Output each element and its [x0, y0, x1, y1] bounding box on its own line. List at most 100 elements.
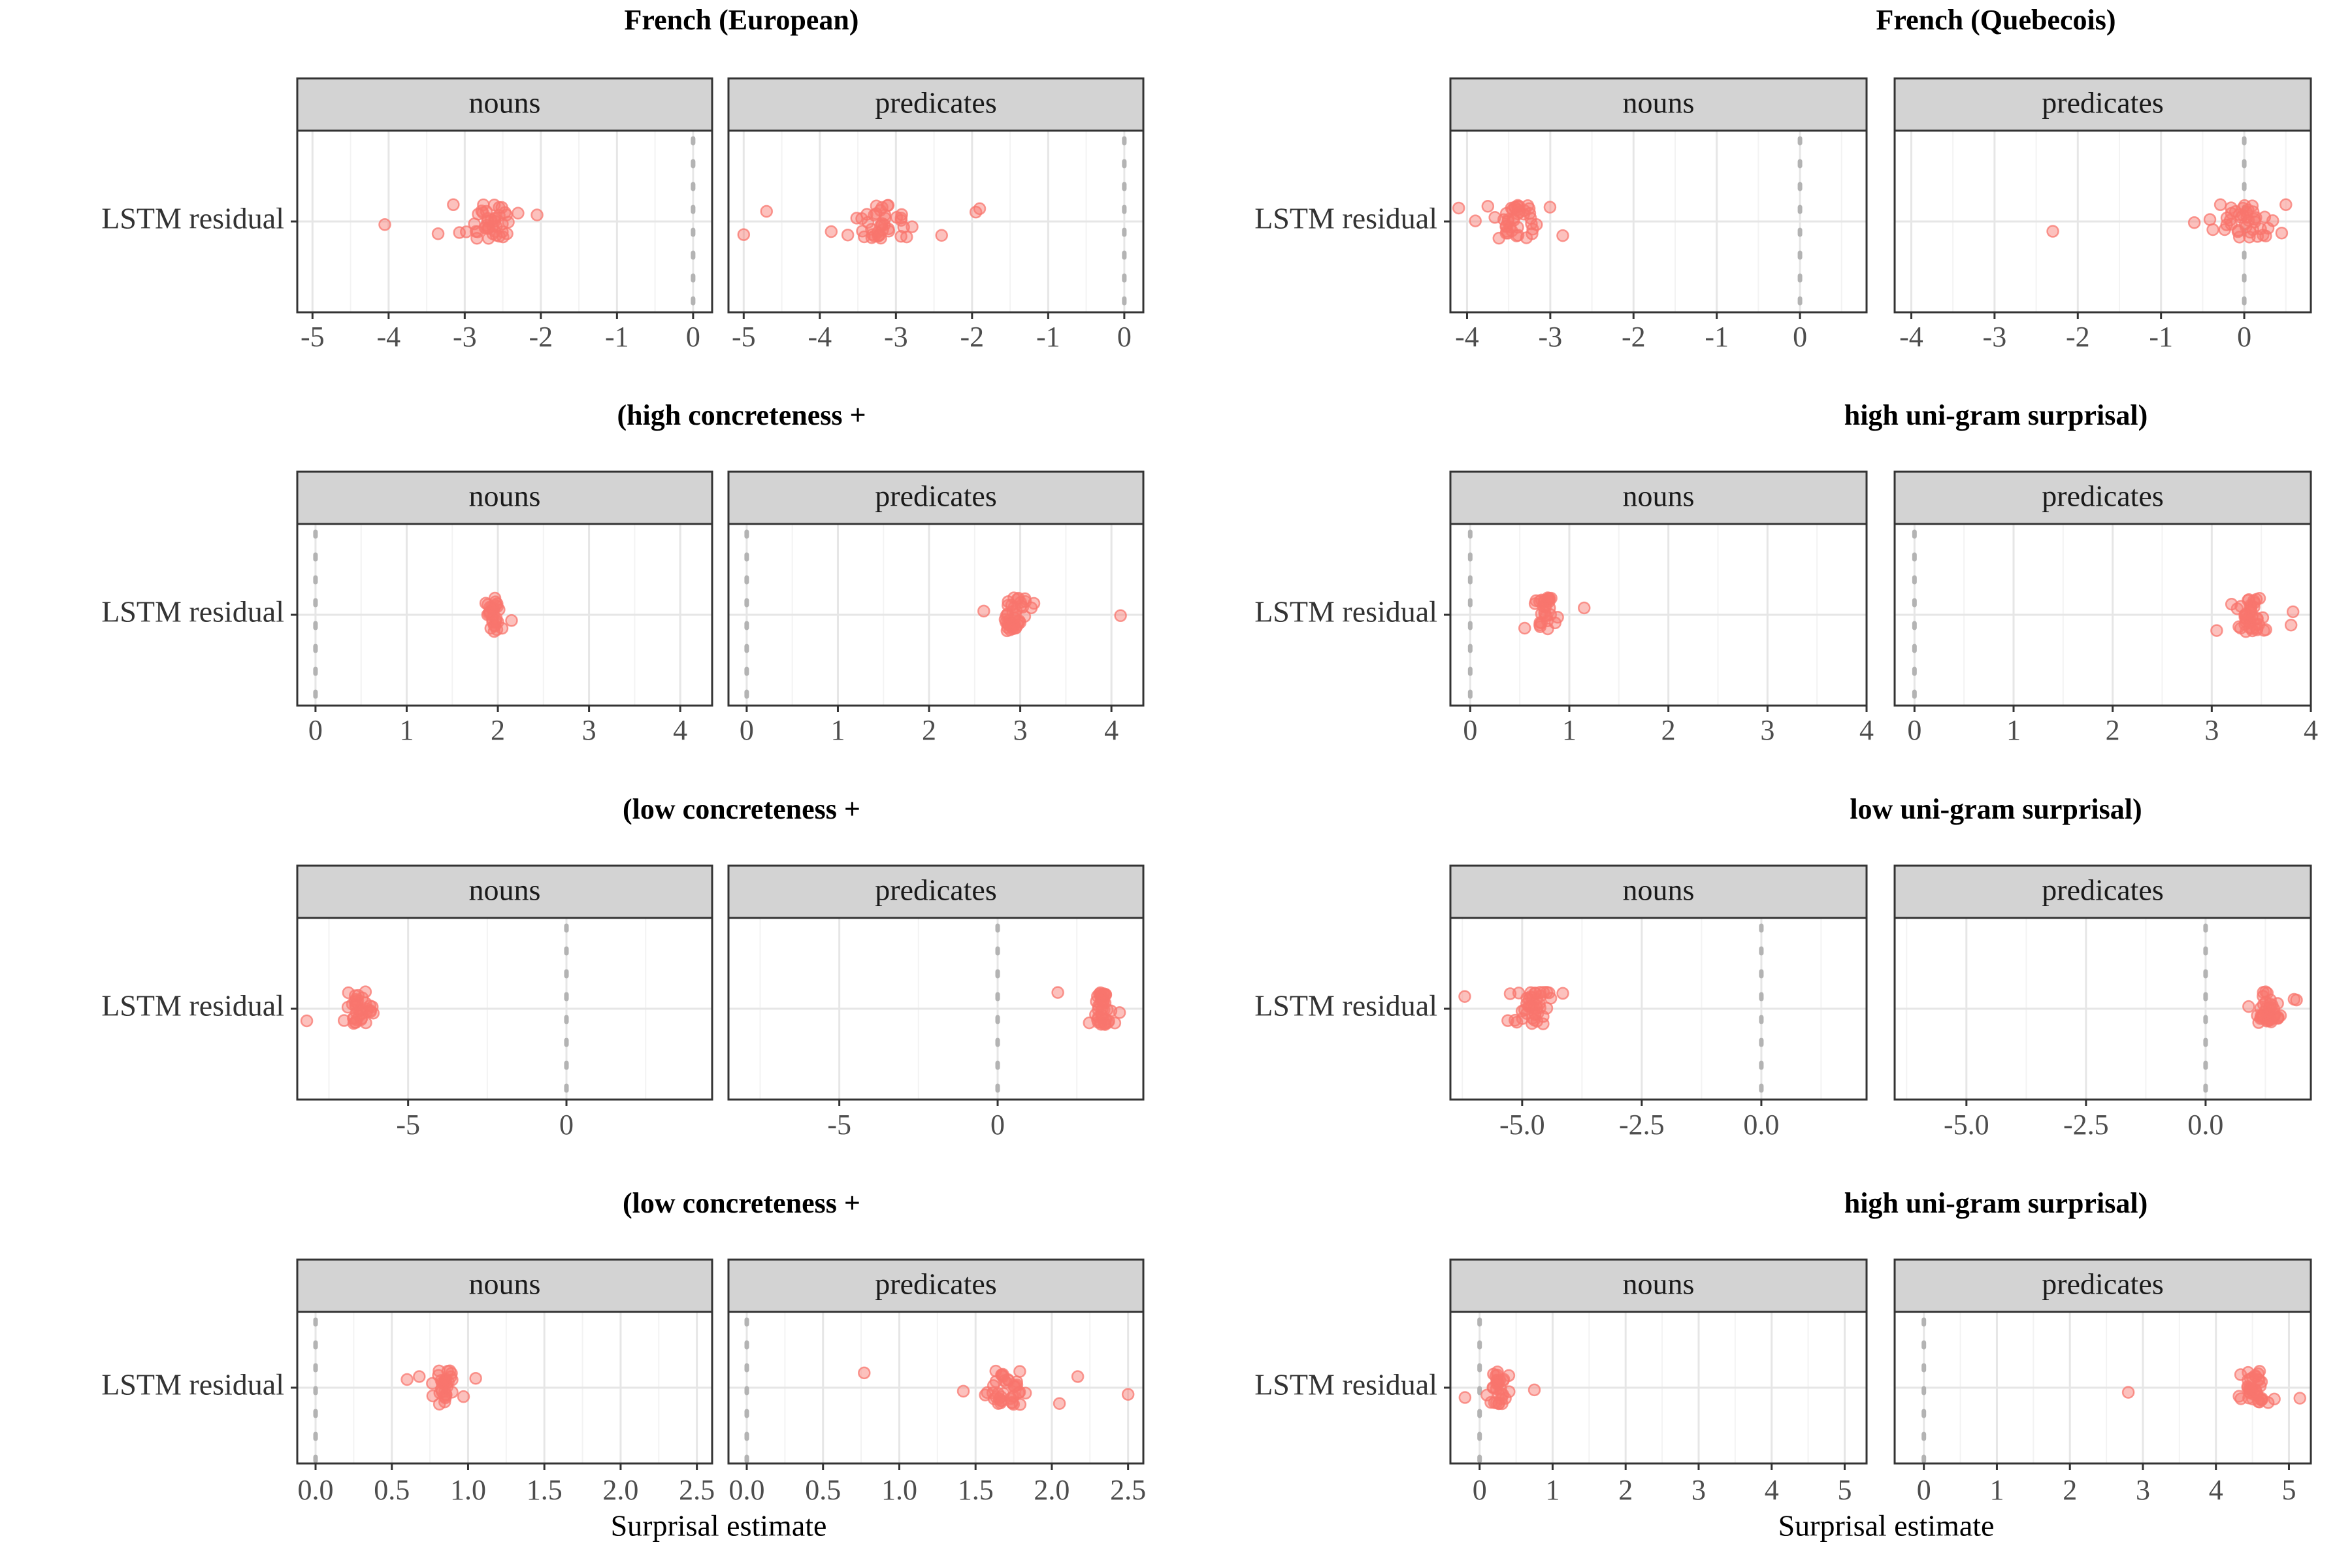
- facet-label: predicates: [2042, 480, 2163, 513]
- data-point: [487, 619, 501, 632]
- y-category-label: LSTM residual: [101, 202, 284, 235]
- data-point: [2275, 226, 2289, 240]
- data-point: [2279, 198, 2293, 212]
- data-point: [431, 227, 445, 240]
- data-point: [378, 218, 391, 231]
- data-point: [2232, 1390, 2246, 1403]
- data-point: [2287, 992, 2301, 1006]
- data-point: [1071, 1370, 1085, 1383]
- data-point: [348, 1016, 362, 1029]
- data-point: [1578, 601, 1591, 615]
- facet-panel-predicates: predicates 0 1 2 3 4 5: [1893, 1258, 2312, 1506]
- x-tick-label: 2.0: [1034, 1474, 1070, 1506]
- data-point: [496, 225, 509, 238]
- x-tick-label: -3: [1539, 321, 1563, 353]
- x-tick-label: -1: [1705, 321, 1729, 353]
- data-point: [1509, 1013, 1522, 1027]
- facet-label: nouns: [469, 874, 541, 907]
- x-tick-label: 1: [1989, 1474, 2004, 1506]
- data-point: [1505, 201, 1518, 215]
- x-tick-label: -4: [808, 321, 832, 353]
- data-point: [1121, 1388, 1135, 1401]
- facet-label: nouns: [469, 1267, 541, 1301]
- data-point: [481, 222, 495, 235]
- chart-4: high uni-gram surprisal)LSTM residualnou…: [1254, 399, 2318, 746]
- series-predicates: [858, 1364, 1135, 1411]
- data-point: [760, 204, 774, 218]
- data-point: [2264, 1013, 2278, 1026]
- facet-strip: [1449, 1258, 1868, 1313]
- facet-strip: [296, 77, 713, 132]
- data-point: [1027, 596, 1041, 610]
- data-point: [1096, 1011, 1109, 1024]
- x-tick-label: -2.5: [1619, 1109, 1665, 1141]
- x-tick-label: 0.0: [729, 1474, 765, 1506]
- series-predicates: [977, 591, 1127, 638]
- x-tick-label: -1: [2149, 321, 2173, 353]
- data-point: [1543, 592, 1556, 606]
- data-point: [1018, 610, 1032, 623]
- x-tick-label: -1: [1036, 321, 1060, 353]
- data-point: [2272, 1010, 2285, 1024]
- x-tick-label: 0.0: [1743, 1109, 1779, 1141]
- x-tick-label: 0: [740, 714, 754, 746]
- data-point: [1469, 214, 1482, 227]
- x-tick-label: -3: [884, 321, 908, 353]
- data-point: [2240, 612, 2253, 625]
- x-tick-label: -3: [453, 321, 477, 353]
- series-nouns: [1518, 591, 1591, 636]
- chart-title: French (Quebecois): [1876, 4, 2115, 36]
- x-tick-label: 0: [1117, 321, 1132, 353]
- data-point: [737, 228, 751, 241]
- data-point: [2258, 210, 2272, 224]
- facet-label: predicates: [2042, 874, 2163, 907]
- x-axis-label: Surprisal estimate: [1778, 1509, 1995, 1543]
- data-point: [477, 198, 490, 212]
- facet-strip: [1893, 864, 2312, 919]
- data-point: [2254, 1012, 2267, 1025]
- data-point: [906, 220, 919, 233]
- data-point: [1525, 217, 1538, 231]
- data-point: [858, 1366, 871, 1380]
- data-point: [2271, 997, 2284, 1010]
- data-point: [969, 205, 983, 219]
- series-predicates: [1051, 986, 1126, 1031]
- data-point: [413, 1370, 426, 1383]
- x-tick-label: 3: [2204, 714, 2219, 746]
- data-point: [400, 1373, 414, 1386]
- data-point: [433, 1386, 446, 1399]
- data-point: [2256, 611, 2270, 625]
- data-point: [858, 230, 871, 244]
- facet-label: predicates: [875, 86, 996, 120]
- data-point: [2249, 211, 2262, 224]
- series-nouns: [1458, 1365, 1541, 1411]
- data-point: [1501, 227, 1515, 240]
- facet-panel-nouns: nouns 0.0 0.5 1.0 1.5 2.0 2.5: [291, 1258, 715, 1506]
- data-point: [353, 1009, 366, 1022]
- x-tick-label: 1: [830, 714, 845, 746]
- facet-panel-predicates: predicates -4 -3 -2 -1 0: [1893, 77, 2312, 353]
- data-point: [1458, 1391, 1472, 1404]
- data-point: [1556, 229, 1569, 242]
- data-point: [355, 991, 369, 1005]
- data-point: [1544, 992, 1558, 1005]
- data-point: [300, 1014, 314, 1028]
- x-tick-label: -2: [529, 321, 553, 353]
- chart-8: high uni-gram surprisal)LSTM residualnou…: [1254, 1187, 2312, 1543]
- facet-panel-nouns: nouns -5 -4 -3 -2 -1 0: [291, 77, 713, 353]
- x-tick-label: 1: [1545, 1474, 1560, 1506]
- data-point: [482, 232, 495, 245]
- y-category-label: LSTM residual: [1254, 1368, 1437, 1401]
- chart-title: low uni-gram surprisal): [1850, 793, 2142, 825]
- x-tick-label: 2: [491, 714, 505, 746]
- data-point: [2293, 1392, 2306, 1405]
- series-nouns: [1452, 199, 1569, 245]
- data-point: [1007, 620, 1021, 633]
- facet-label: nouns: [1623, 480, 1695, 513]
- x-tick-label: 1: [1562, 714, 1576, 746]
- data-point: [1480, 1388, 1494, 1402]
- facet-panel-predicates: predicates 0 1 2 3 4: [1893, 470, 2318, 746]
- facet-label: predicates: [875, 874, 996, 907]
- data-point: [2046, 225, 2059, 238]
- data-point: [1091, 989, 1104, 1003]
